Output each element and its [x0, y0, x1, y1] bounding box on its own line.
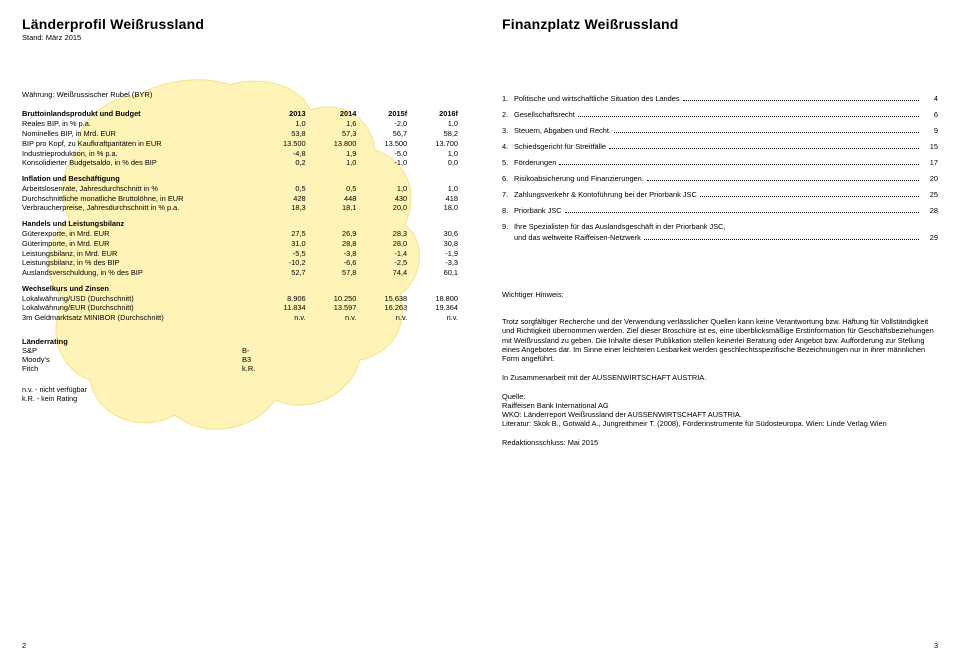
toc-row: 6.Risikoabsicherung und Finanzierungen.2… [502, 174, 938, 183]
coop-line: In Zusammenarbeit mit der AUSSENWIRTSCHA… [502, 373, 938, 382]
table-row: Güterexporte, in Mrd. EUR27,526,928,330,… [22, 229, 458, 239]
footnote-line: k.R. - kein Rating [22, 394, 458, 403]
toc-row: 3.Steuern, Abgaben und Recht.9 [502, 126, 938, 135]
rating-row: S&PB- [22, 346, 458, 355]
table-row: Durchschnittliche monatliche Bruttolöhne… [22, 193, 458, 203]
table-section-head: Inflation und Beschäftigung [22, 174, 458, 184]
toc-row: 8.Priorbank JSC28 [502, 206, 938, 215]
table-section-head: Wechselkurs und Zinsen [22, 284, 458, 294]
toc-row: 9.Ihre Spezialisten für das Auslandsgesc… [502, 222, 938, 231]
page-title-left: Länderprofil Weißrussland [22, 16, 458, 32]
economic-data-table: Bruttoinlandsprodukt und Budget201320142… [22, 109, 458, 323]
table-section-head: Bruttoinlandsprodukt und Budget201320142… [22, 109, 458, 119]
toc-row: und das weltweite Raiffeisen-Netzwerk29 [502, 233, 938, 242]
table-row: Leistungsbilanz, in Mrd. EUR-5,5-3,8-1,4… [22, 248, 458, 258]
rating-row: Fitchk.R. [22, 364, 458, 373]
table-row: Konsolidierter Budgetsaldo, in % des BIP… [22, 158, 458, 168]
quelle-line: Literatur: Skok B., Gotwald A., Jungreit… [502, 419, 938, 428]
table-row: Auslandsverschuldung, in % des BIP52,757… [22, 268, 458, 278]
toc-row: 5.Förderungen17 [502, 158, 938, 167]
table-row: Lokalwährung/EUR (Durchschnitt)11.83413.… [22, 303, 458, 313]
table-row: Reales BIP, in % p.a.1,01,6-2,01,0 [22, 119, 458, 129]
quelle-line: Raiffeisen Bank International AG [502, 401, 938, 410]
currency-line: Währung: Weißrussischer Rubel (BYR) [22, 90, 458, 99]
hinweis-body: Trotz sorgfältiger Recherche und der Ver… [502, 317, 938, 363]
table-row: Lokalwährung/USD (Durchschnitt)8.90610.2… [22, 293, 458, 303]
quelle-line: WKO: Länderreport Weißrussland der AUSSE… [502, 410, 938, 419]
page-number-left: 2 [22, 641, 26, 650]
table-row: Arbeitslosenrate, Jahresdurchschnitt in … [22, 183, 458, 193]
table-row: BIP pro Kopf, zu Kaufkraftparitäten in E… [22, 138, 458, 148]
rating-head: Länderrating [22, 337, 458, 346]
table-of-contents: 1.Politische und wirtschaftliche Situati… [502, 94, 938, 242]
toc-row: 7.Zahlungsverkehr & Kontoführung bei der… [502, 190, 938, 199]
redaktion-line: Redaktionsschluss: Mai 2015 [502, 438, 938, 447]
toc-row: 2.Gesellschaftsrecht6 [502, 110, 938, 119]
quelle-block: Quelle: Raiffeisen Bank International AG… [502, 392, 938, 428]
subtitle-left: Stand: März 2015 [22, 33, 458, 42]
table-row: 3m Geldmarktsatz MINIBOR (Durchschnitt)n… [22, 313, 458, 323]
table-row: Leistungsbilanz, in % des BIP-10,2-6,6-2… [22, 258, 458, 268]
table-row: Güterimporte, in Mrd. EUR31,028,828,030,… [22, 238, 458, 248]
table-row: Verbraucherpreise, Jahresdurchschnitt in… [22, 203, 458, 213]
page-number-right: 3 [934, 641, 938, 650]
footnote-line: n.v. - nicht verfügbar [22, 385, 458, 394]
quelle-head: Quelle: [502, 392, 938, 401]
rating-block: Länderrating S&PB-Moody'sB3Fitchk.R. [22, 337, 458, 373]
hinweis-head: Wichtiger Hinweis: [502, 290, 938, 299]
table-section-head: Handels und Leistungsbilanz [22, 219, 458, 229]
table-row: Nominelles BIP, in Mrd. EUR53,857,356,75… [22, 129, 458, 139]
page-title-right: Finanzplatz Weißrussland [502, 16, 938, 32]
table-row: Industrieproduktion, in % p.a.-4,81,9-5,… [22, 148, 458, 158]
footnotes: n.v. - nicht verfügbark.R. - kein Rating [22, 385, 458, 403]
toc-row: 4.Schiedsgericht für Streitfälle15 [502, 142, 938, 151]
rating-row: Moody'sB3 [22, 355, 458, 364]
toc-row: 1.Politische und wirtschaftliche Situati… [502, 94, 938, 103]
